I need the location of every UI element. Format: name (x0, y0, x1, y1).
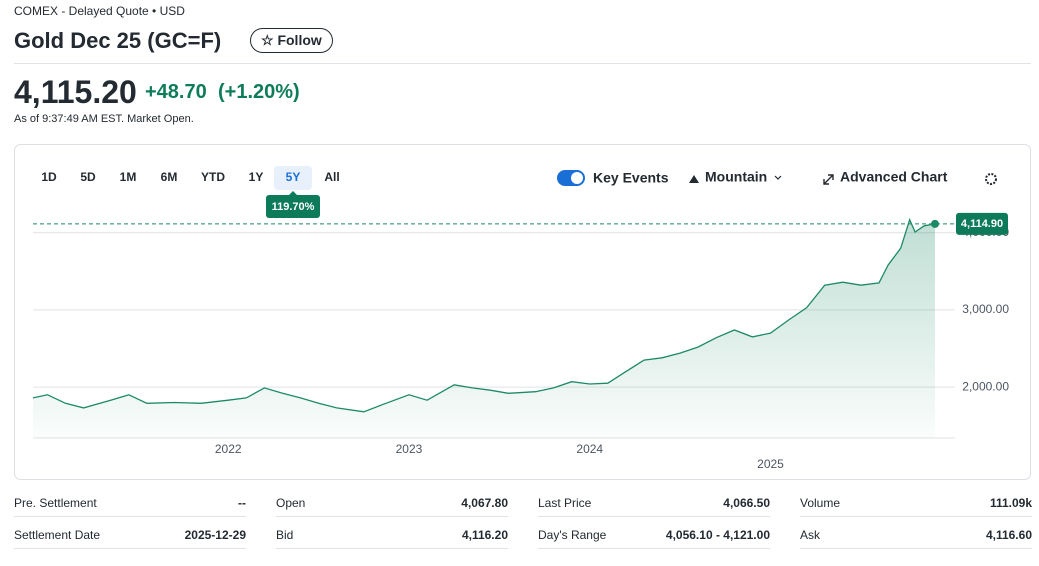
price-line (32, 217, 936, 413)
range-button[interactable]: 6M (161, 170, 178, 184)
range-return: 119.70% (272, 201, 315, 213)
toggle-knob (571, 172, 583, 184)
change-percent: (+1.20%) (218, 81, 300, 103)
stat: Open 4,067.80 (276, 492, 508, 517)
price: 4,115.20 (14, 74, 137, 110)
mountain-icon (689, 175, 699, 183)
stat-label: Day's Range (538, 528, 607, 542)
stat-label: Ask (800, 528, 821, 542)
y-tick-label: 2,000.00 (962, 379, 1009, 393)
stat-label: Pre. Settlement (14, 496, 97, 510)
stat: Last Price 4,066.50 (538, 492, 770, 517)
stat-label: Bid (276, 528, 294, 542)
title: Gold Dec 25 (GC=F) (14, 28, 222, 53)
stat-value: 4,067.80 (461, 496, 508, 510)
range-button[interactable]: All (324, 170, 339, 184)
last-point (931, 219, 939, 228)
stat: Settlement Date 2025-12-29 (14, 524, 246, 549)
stat-value: 4,056.10 - 4,121.00 (665, 528, 770, 542)
stat: Bid 4,116.20 (276, 524, 508, 549)
follow-label[interactable]: Follow (277, 32, 322, 48)
settings-icon[interactable] (985, 173, 997, 185)
chart-panel: 1D 5D 1M 6M YTD 1Y 5Y All 119.70% Key Events Mount… (14, 144, 1031, 480)
y-tick-label: 3,000.00 (962, 302, 1009, 316)
stat-value: 2025-12-29 (184, 528, 246, 542)
stat: Pre. Settlement -- (14, 492, 246, 517)
chart-style[interactable]: Mountain (705, 169, 767, 185)
stat-value: 4,116.20 (461, 528, 508, 542)
chevron (774, 175, 782, 180)
range-button[interactable]: 5D (80, 170, 96, 184)
range-selected (274, 166, 312, 190)
range-button[interactable]: 5Y (286, 170, 301, 184)
expand-icon (823, 174, 834, 185)
stat-label: Open (276, 496, 306, 510)
badge-pointer (288, 191, 298, 196)
range-button[interactable]: YTD (201, 170, 225, 184)
stat-label: Last Price (538, 496, 592, 510)
advanced-chart[interactable]: Advanced Chart (840, 169, 948, 185)
x-tick-label: 2022 (215, 442, 242, 456)
follow-button[interactable]: ☆ Follow (250, 28, 333, 53)
last-price-badge (956, 212, 1008, 235)
stat-value: 4,066.50 (723, 496, 770, 510)
range-button[interactable]: 1D (41, 170, 57, 184)
stat-label: Settlement Date (14, 528, 101, 542)
exchange: COMEX - Delayed Quote • USD (14, 4, 185, 18)
x-tick-label: 2025 (757, 457, 784, 471)
x-tick-label: 2023 (396, 442, 423, 456)
change: +48.70 (145, 81, 207, 103)
stat-value: 111.09k (989, 496, 1032, 510)
stat: Ask 4,116.60 (800, 524, 1032, 549)
timestamp: As of 9:37:49 AM EST. Market Open. (14, 113, 194, 125)
stat: Day's Range 4,056.10 - 4,121.00 (538, 524, 770, 549)
stat: Volume 111.09k (800, 492, 1032, 517)
x-tick-label: 2024 (576, 442, 603, 456)
key-events[interactable]: Key Events (593, 170, 669, 186)
area-fill (33, 219, 935, 438)
stat-label: Volume (800, 496, 841, 510)
divider (14, 63, 1031, 64)
range-button[interactable]: 1Y (249, 170, 264, 184)
stat-value: -- (238, 496, 246, 510)
range-button[interactable]: 1M (120, 170, 137, 184)
range-return-badge (266, 195, 320, 218)
last-price-label: 4,114.90 (961, 218, 1003, 230)
stat-value: 4,116.60 (985, 528, 1032, 542)
